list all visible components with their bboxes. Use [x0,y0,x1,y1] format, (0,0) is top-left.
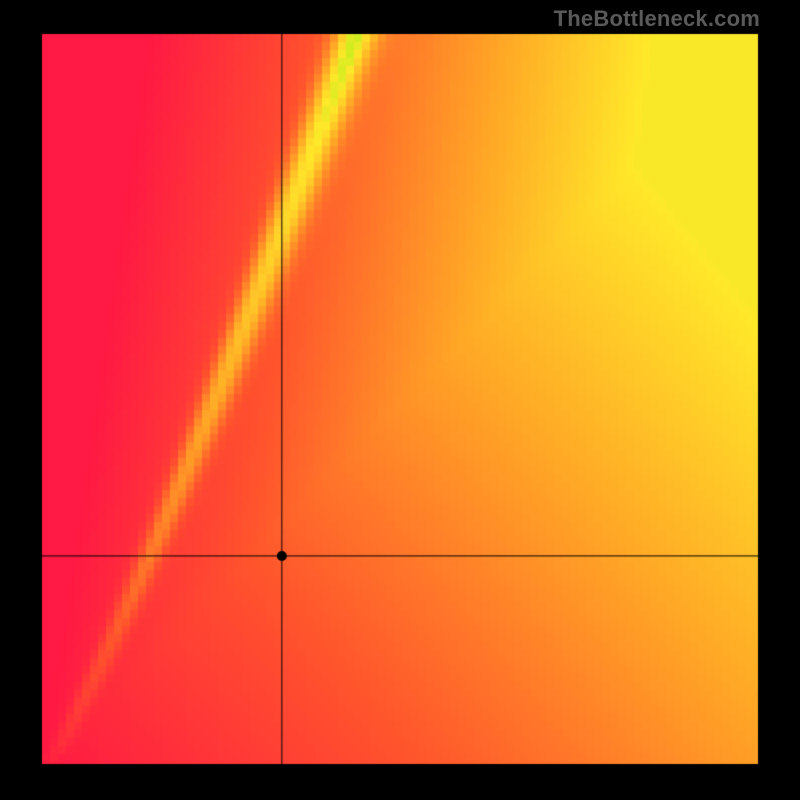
bottleneck-heatmap [0,0,800,800]
watermark-text: TheBottleneck.com [554,6,760,32]
